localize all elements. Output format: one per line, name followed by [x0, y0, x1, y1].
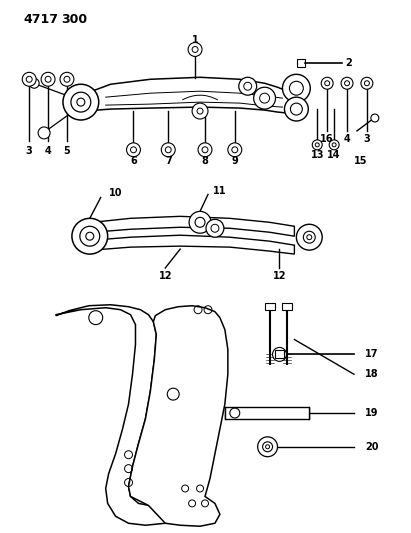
Text: 16: 16 [321, 134, 334, 144]
Circle shape [60, 72, 74, 86]
Polygon shape [56, 305, 170, 525]
Circle shape [228, 143, 242, 157]
Polygon shape [275, 350, 284, 358]
Circle shape [206, 219, 224, 237]
Text: 14: 14 [328, 150, 341, 160]
Text: 19: 19 [365, 408, 379, 418]
Polygon shape [282, 303, 292, 310]
Text: 7: 7 [165, 156, 172, 166]
Text: 12: 12 [273, 271, 286, 281]
Text: 4: 4 [45, 146, 51, 156]
Circle shape [127, 143, 141, 157]
Circle shape [188, 43, 202, 56]
Text: 3: 3 [26, 146, 32, 156]
Circle shape [284, 97, 308, 121]
Circle shape [282, 74, 310, 102]
Text: 300: 300 [61, 13, 87, 26]
Text: 12: 12 [159, 271, 172, 281]
Circle shape [29, 78, 39, 88]
Circle shape [161, 143, 175, 157]
Polygon shape [129, 306, 228, 526]
Text: 2: 2 [346, 59, 352, 68]
Text: 13: 13 [310, 150, 324, 160]
Circle shape [272, 348, 286, 361]
Polygon shape [298, 59, 305, 67]
Circle shape [361, 77, 373, 89]
Circle shape [41, 72, 55, 86]
Text: 10: 10 [109, 188, 122, 198]
Circle shape [254, 87, 275, 109]
Circle shape [296, 224, 322, 250]
Text: 15: 15 [354, 156, 368, 166]
Circle shape [198, 143, 212, 157]
Circle shape [63, 84, 99, 120]
Text: 6: 6 [130, 156, 137, 166]
Text: 5: 5 [64, 146, 70, 156]
Polygon shape [93, 235, 294, 254]
Text: 20: 20 [365, 442, 379, 452]
Text: 8: 8 [201, 156, 208, 166]
Circle shape [321, 77, 333, 89]
Text: 3: 3 [363, 134, 370, 144]
Circle shape [329, 140, 339, 150]
Text: 11: 11 [213, 185, 226, 196]
Circle shape [258, 437, 277, 457]
Text: 1: 1 [192, 35, 199, 45]
Circle shape [192, 103, 208, 119]
Text: 18: 18 [365, 369, 379, 379]
Text: 4: 4 [344, 134, 351, 144]
Circle shape [239, 77, 256, 95]
Circle shape [72, 219, 108, 254]
Circle shape [341, 77, 353, 89]
Text: 17: 17 [365, 350, 379, 359]
Polygon shape [84, 77, 294, 113]
Circle shape [371, 114, 379, 122]
Polygon shape [93, 216, 294, 236]
Polygon shape [225, 407, 309, 419]
Circle shape [312, 140, 322, 150]
Text: 9: 9 [231, 156, 238, 166]
Circle shape [38, 127, 50, 139]
Text: 4717: 4717 [23, 13, 58, 26]
Polygon shape [265, 303, 275, 310]
Circle shape [189, 212, 211, 233]
Circle shape [22, 72, 36, 86]
